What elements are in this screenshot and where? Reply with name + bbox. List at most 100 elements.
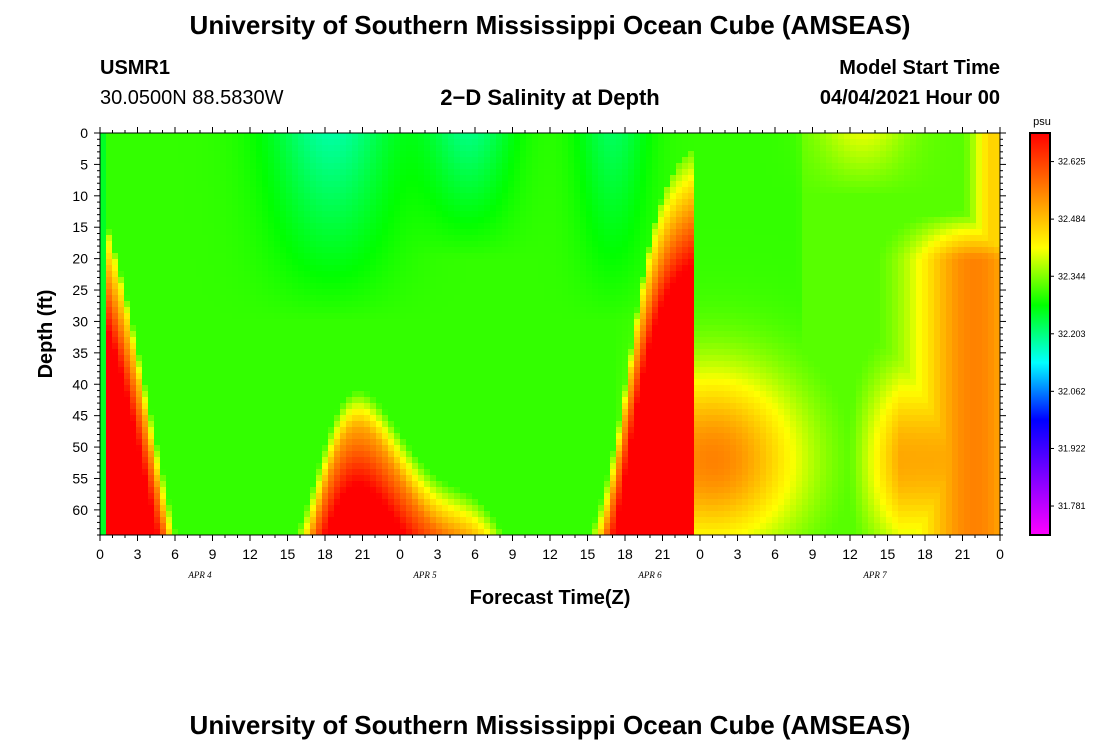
heatmap-cell (616, 235, 623, 242)
heatmap-cell (652, 205, 659, 212)
heatmap-cell (472, 289, 479, 296)
heatmap-cell (394, 241, 401, 248)
heatmap-cell (262, 145, 269, 152)
heatmap-cell (922, 283, 929, 290)
heatmap-cell (658, 265, 665, 272)
heatmap-cell (322, 133, 329, 140)
heatmap-cell (550, 223, 557, 230)
heatmap-cell (784, 283, 791, 290)
heatmap-cell (868, 163, 875, 170)
heatmap-cell (334, 169, 341, 176)
heatmap-cell (742, 271, 749, 278)
heatmap-cell (364, 313, 371, 320)
heatmap-cell (382, 223, 389, 230)
heatmap-cell (370, 277, 377, 284)
heatmap-cell (790, 325, 797, 332)
heatmap-cell (694, 217, 701, 224)
heatmap-cell (226, 211, 233, 218)
heatmap-cell (814, 157, 821, 164)
heatmap-cell (238, 259, 245, 266)
heatmap-cell (268, 325, 275, 332)
heatmap-cell (868, 325, 875, 332)
heatmap-cell (262, 187, 269, 194)
heatmap-cell (940, 295, 947, 302)
heatmap-cell (208, 181, 215, 188)
heatmap-cell (748, 157, 755, 164)
heatmap-cell (400, 157, 407, 164)
heatmap-cell (706, 175, 713, 182)
heatmap-cell (724, 211, 731, 218)
heatmap-cell (880, 229, 887, 236)
heatmap-cell (610, 175, 617, 182)
heatmap-cell (808, 325, 815, 332)
heatmap-cell (658, 157, 665, 164)
heatmap-cell (232, 235, 239, 242)
heatmap-cell (958, 187, 965, 194)
heatmap-cell (898, 325, 905, 332)
heatmap-cell (748, 313, 755, 320)
heatmap-cell (808, 295, 815, 302)
heatmap-cell (922, 319, 929, 326)
heatmap-cell (364, 145, 371, 152)
heatmap-cell (520, 223, 527, 230)
heatmap-cell (502, 139, 509, 146)
heatmap-cell (244, 235, 251, 242)
heatmap-cell (790, 289, 797, 296)
heatmap-cell (340, 169, 347, 176)
heatmap-cell (586, 181, 593, 188)
heatmap-cell (784, 325, 791, 332)
heatmap-cell (100, 145, 107, 152)
heatmap-cell (412, 145, 419, 152)
heatmap-cell (628, 193, 635, 200)
heatmap-cell (424, 145, 431, 152)
heatmap-cell (862, 181, 869, 188)
heatmap-cell (826, 211, 833, 218)
heatmap-cell (148, 175, 155, 182)
heatmap-cell (460, 193, 467, 200)
heatmap-cell (850, 181, 857, 188)
heatmap-cell (982, 151, 989, 158)
heatmap-cell (430, 283, 437, 290)
heatmap-cell (460, 139, 467, 146)
heatmap-cell (316, 217, 323, 224)
heatmap-cell (412, 169, 419, 176)
heatmap-cell (808, 217, 815, 224)
heatmap-cell (598, 313, 605, 320)
heatmap-cell (964, 253, 971, 260)
heatmap-cell (730, 229, 737, 236)
heatmap-cell (940, 145, 947, 152)
heatmap-cell (394, 295, 401, 302)
heatmap-cell (820, 325, 827, 332)
heatmap-cell (646, 223, 653, 230)
heatmap-cell (544, 133, 551, 140)
heatmap-cell (958, 163, 965, 170)
heatmap-cell (442, 325, 449, 332)
heatmap-cell (832, 253, 839, 260)
heatmap-cell (214, 229, 221, 236)
heatmap-cell (832, 241, 839, 248)
heatmap-cell (490, 229, 497, 236)
heatmap-cell (412, 301, 419, 308)
heatmap-cell (916, 277, 923, 284)
heatmap-cell (418, 235, 425, 242)
heatmap-cell (502, 187, 509, 194)
heatmap-cell (724, 163, 731, 170)
heatmap-cell (388, 145, 395, 152)
heatmap-cell (802, 193, 809, 200)
heatmap-cell (754, 205, 761, 212)
heatmap-cell (928, 277, 935, 284)
heatmap-cell (952, 325, 959, 332)
heatmap-cell (886, 205, 893, 212)
heatmap-cell (862, 283, 869, 290)
heatmap-cell (178, 253, 185, 260)
heatmap-cell (940, 217, 947, 224)
heatmap-cell (172, 319, 179, 326)
heatmap-cell (304, 181, 311, 188)
heatmap-cell (256, 277, 263, 284)
heatmap-cell (436, 259, 443, 266)
heatmap-cell (406, 271, 413, 278)
heatmap-cell (730, 301, 737, 308)
heatmap-cell (508, 217, 515, 224)
heatmap-cell (178, 271, 185, 278)
heatmap-cell (940, 301, 947, 308)
